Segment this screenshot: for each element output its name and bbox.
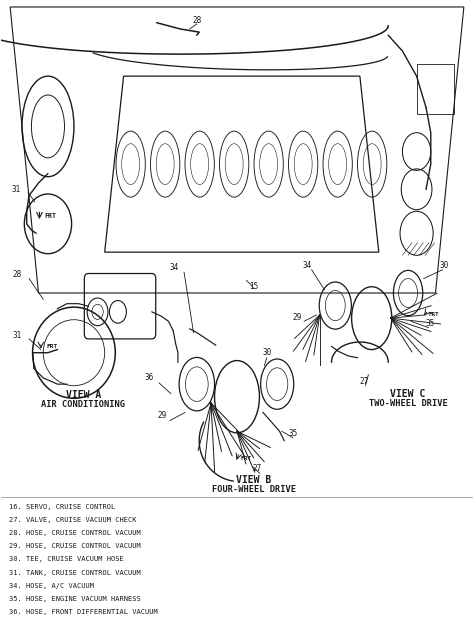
Text: 31. TANK, CRUISE CONTROL VACUUM: 31. TANK, CRUISE CONTROL VACUUM <box>9 570 141 576</box>
Text: 29. HOSE, CRUISE CONTROL VACUUM: 29. HOSE, CRUISE CONTROL VACUUM <box>9 543 141 549</box>
Text: 35. HOSE, ENGINE VACUUM HARNESS: 35. HOSE, ENGINE VACUUM HARNESS <box>9 596 141 602</box>
Text: 34: 34 <box>170 263 179 272</box>
Text: 35: 35 <box>288 428 297 438</box>
Text: 31: 31 <box>13 331 22 340</box>
Text: 16. SERVO, CRUISE CONTROL: 16. SERVO, CRUISE CONTROL <box>9 503 116 510</box>
Text: 28: 28 <box>192 16 201 25</box>
Text: 28. HOSE, CRUISE CONTROL VACUUM: 28. HOSE, CRUISE CONTROL VACUUM <box>9 530 141 536</box>
Text: 15: 15 <box>249 282 258 290</box>
Text: 35: 35 <box>425 319 435 328</box>
Text: 30: 30 <box>262 348 272 357</box>
Text: 34. HOSE, A/C VACUUM: 34. HOSE, A/C VACUUM <box>9 583 94 589</box>
Text: 27: 27 <box>252 464 262 473</box>
Text: 27. VALVE, CRUISE VACUUM CHECK: 27. VALVE, CRUISE VACUUM CHECK <box>9 517 137 523</box>
Text: FRT: FRT <box>45 212 57 219</box>
Text: TWO-WHEEL DRIVE: TWO-WHEEL DRIVE <box>369 399 447 408</box>
Text: 30: 30 <box>439 261 448 270</box>
Text: FOUR-WHEEL DRIVE: FOUR-WHEEL DRIVE <box>211 485 296 495</box>
Text: 27: 27 <box>359 377 368 386</box>
Text: 34: 34 <box>302 261 311 270</box>
Text: FRT: FRT <box>46 345 57 349</box>
Text: AIR CONDITIONING: AIR CONDITIONING <box>41 400 126 409</box>
Text: 36. HOSE, FRONT DIFFERENTIAL VACUUM: 36. HOSE, FRONT DIFFERENTIAL VACUUM <box>9 609 158 615</box>
Text: VIEW A: VIEW A <box>66 390 101 400</box>
Text: FRT: FRT <box>241 455 252 461</box>
Text: 28: 28 <box>13 270 22 279</box>
Text: VIEW B: VIEW B <box>236 476 271 486</box>
Text: 29: 29 <box>293 313 302 322</box>
Text: 31: 31 <box>11 185 20 195</box>
Text: FRT: FRT <box>428 312 439 318</box>
Text: 36: 36 <box>145 374 154 382</box>
Text: VIEW C: VIEW C <box>391 389 426 399</box>
Text: 29: 29 <box>158 411 167 420</box>
Text: 30. TEE, CRUISE VACUUM HOSE: 30. TEE, CRUISE VACUUM HOSE <box>9 556 124 563</box>
